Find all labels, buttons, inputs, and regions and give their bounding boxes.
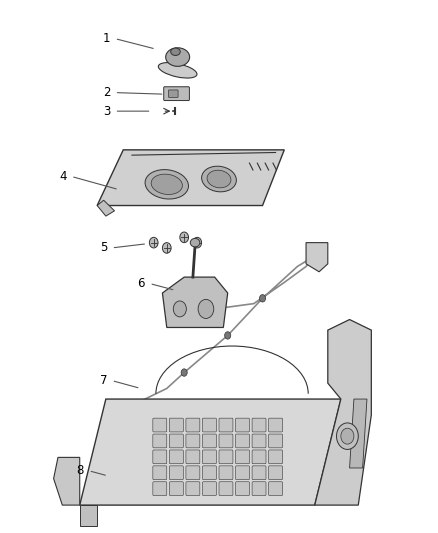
FancyBboxPatch shape xyxy=(236,434,250,448)
FancyBboxPatch shape xyxy=(186,466,200,480)
Ellipse shape xyxy=(190,238,200,247)
Text: 5: 5 xyxy=(100,241,107,254)
FancyBboxPatch shape xyxy=(170,482,184,496)
FancyBboxPatch shape xyxy=(202,482,216,496)
Circle shape xyxy=(181,369,187,376)
Text: 8: 8 xyxy=(77,464,84,477)
FancyBboxPatch shape xyxy=(268,450,283,464)
FancyBboxPatch shape xyxy=(186,434,200,448)
FancyBboxPatch shape xyxy=(202,434,216,448)
Circle shape xyxy=(198,300,214,318)
Circle shape xyxy=(193,237,201,248)
FancyBboxPatch shape xyxy=(252,450,266,464)
FancyBboxPatch shape xyxy=(170,434,184,448)
Text: 6: 6 xyxy=(138,277,145,290)
FancyBboxPatch shape xyxy=(219,418,233,432)
FancyBboxPatch shape xyxy=(268,434,283,448)
Ellipse shape xyxy=(166,48,190,66)
Circle shape xyxy=(162,243,171,253)
FancyBboxPatch shape xyxy=(169,90,178,98)
Text: 1: 1 xyxy=(102,32,110,45)
FancyBboxPatch shape xyxy=(170,450,184,464)
Polygon shape xyxy=(97,150,284,206)
FancyBboxPatch shape xyxy=(202,466,216,480)
Circle shape xyxy=(149,237,158,248)
Text: 3: 3 xyxy=(103,104,110,118)
FancyBboxPatch shape xyxy=(236,450,250,464)
FancyBboxPatch shape xyxy=(219,434,233,448)
Polygon shape xyxy=(162,277,228,327)
FancyBboxPatch shape xyxy=(202,450,216,464)
Ellipse shape xyxy=(201,166,237,192)
Ellipse shape xyxy=(171,48,180,55)
Text: 7: 7 xyxy=(100,374,107,387)
FancyBboxPatch shape xyxy=(164,87,189,101)
Polygon shape xyxy=(350,399,367,468)
FancyBboxPatch shape xyxy=(268,466,283,480)
Circle shape xyxy=(259,295,265,302)
Polygon shape xyxy=(315,319,371,505)
FancyBboxPatch shape xyxy=(219,466,233,480)
Circle shape xyxy=(336,423,358,449)
Polygon shape xyxy=(97,200,115,216)
FancyBboxPatch shape xyxy=(252,418,266,432)
FancyBboxPatch shape xyxy=(186,482,200,496)
FancyBboxPatch shape xyxy=(153,450,167,464)
Text: 2: 2 xyxy=(102,86,110,99)
FancyBboxPatch shape xyxy=(153,466,167,480)
Polygon shape xyxy=(80,505,97,526)
FancyBboxPatch shape xyxy=(236,418,250,432)
Polygon shape xyxy=(53,457,80,505)
Polygon shape xyxy=(80,399,341,505)
FancyBboxPatch shape xyxy=(153,434,167,448)
FancyBboxPatch shape xyxy=(186,450,200,464)
Circle shape xyxy=(341,428,354,444)
FancyBboxPatch shape xyxy=(170,466,184,480)
FancyBboxPatch shape xyxy=(236,482,250,496)
FancyBboxPatch shape xyxy=(170,418,184,432)
FancyBboxPatch shape xyxy=(153,482,167,496)
FancyBboxPatch shape xyxy=(219,450,233,464)
Circle shape xyxy=(173,301,186,317)
Circle shape xyxy=(225,332,231,339)
Polygon shape xyxy=(306,243,328,272)
FancyBboxPatch shape xyxy=(252,466,266,480)
FancyBboxPatch shape xyxy=(153,418,167,432)
FancyBboxPatch shape xyxy=(252,482,266,496)
FancyBboxPatch shape xyxy=(202,418,216,432)
FancyBboxPatch shape xyxy=(219,482,233,496)
Ellipse shape xyxy=(145,169,188,199)
FancyBboxPatch shape xyxy=(268,418,283,432)
FancyBboxPatch shape xyxy=(186,418,200,432)
Ellipse shape xyxy=(207,170,231,188)
FancyBboxPatch shape xyxy=(268,482,283,496)
Ellipse shape xyxy=(151,174,182,195)
FancyBboxPatch shape xyxy=(236,466,250,480)
Ellipse shape xyxy=(159,62,197,78)
Circle shape xyxy=(180,232,188,243)
FancyBboxPatch shape xyxy=(252,434,266,448)
Text: 4: 4 xyxy=(59,170,67,183)
